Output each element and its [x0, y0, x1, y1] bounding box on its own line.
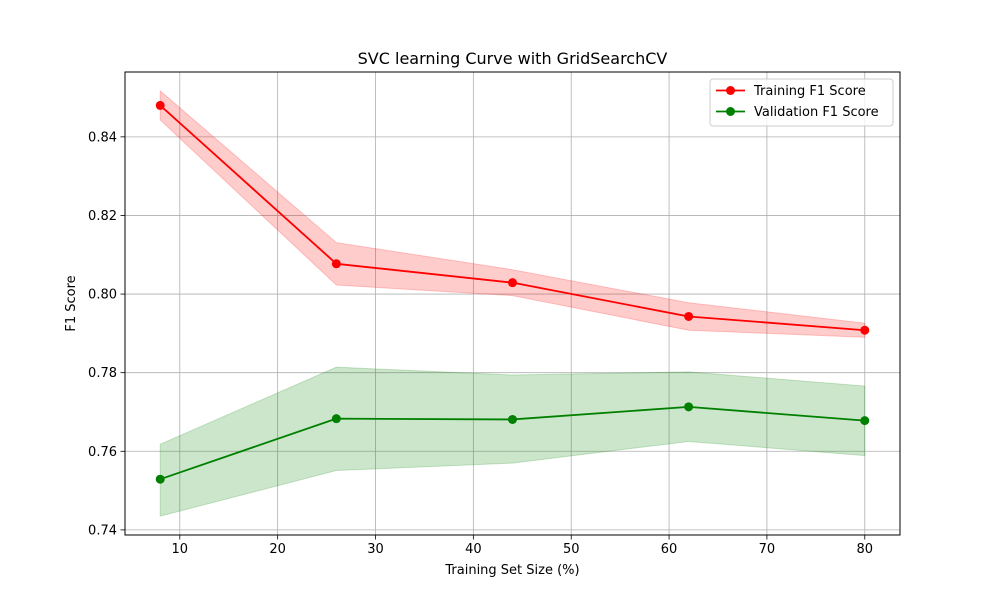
validation-point	[684, 402, 694, 412]
grid-layer	[125, 72, 900, 535]
x-axis-label: Training Set Size (%)	[444, 563, 579, 578]
y-axis-label: F1 Score	[64, 275, 79, 331]
training-point	[860, 325, 870, 335]
y-tick-label: 0.80	[88, 288, 117, 303]
plot-area	[125, 72, 900, 535]
x-tick-label: 10	[172, 542, 189, 557]
legend: Training F1 Score Validation F1 Score	[709, 78, 894, 127]
y-tick-label: 0.82	[88, 209, 117, 224]
chart-title: SVC learning Curve with GridSearchCV	[358, 49, 668, 68]
training-point	[155, 100, 165, 110]
training-point	[508, 278, 517, 288]
training-point	[684, 311, 694, 321]
legend-marker-training	[726, 86, 735, 95]
x-tick-label: 80	[856, 542, 873, 557]
y-axis-ticks: 0.74 0.76 0.78 0.80 0.82 0.84	[88, 130, 125, 538]
y-tick-label: 0.74	[88, 523, 117, 538]
legend-marker-validation	[726, 107, 735, 116]
validation-point	[860, 416, 870, 426]
validation-point	[331, 414, 341, 424]
validation-point	[508, 414, 517, 424]
x-tick-label: 30	[367, 542, 384, 557]
y-tick-label: 0.78	[88, 366, 117, 381]
y-tick-label: 0.84	[88, 130, 117, 145]
legend-box	[709, 78, 894, 127]
x-tick-label: 70	[759, 542, 776, 557]
x-tick-label: 20	[269, 542, 286, 557]
x-tick-label: 50	[563, 542, 580, 557]
legend-label-validation: Validation F1 Score	[754, 105, 879, 120]
point-layer	[155, 100, 870, 484]
x-tick-label: 60	[661, 542, 678, 557]
y-tick-label: 0.76	[88, 445, 117, 460]
x-tick-label: 40	[465, 542, 482, 557]
legend-label-training: Training F1 Score	[753, 84, 866, 99]
axes-frame	[124, 71, 901, 536]
training-point	[331, 259, 341, 269]
x-axis-ticks: 10 20 30 40 50 60 70 80	[172, 535, 873, 557]
validation-point	[155, 474, 165, 484]
training-confidence-band	[159, 89, 866, 338]
